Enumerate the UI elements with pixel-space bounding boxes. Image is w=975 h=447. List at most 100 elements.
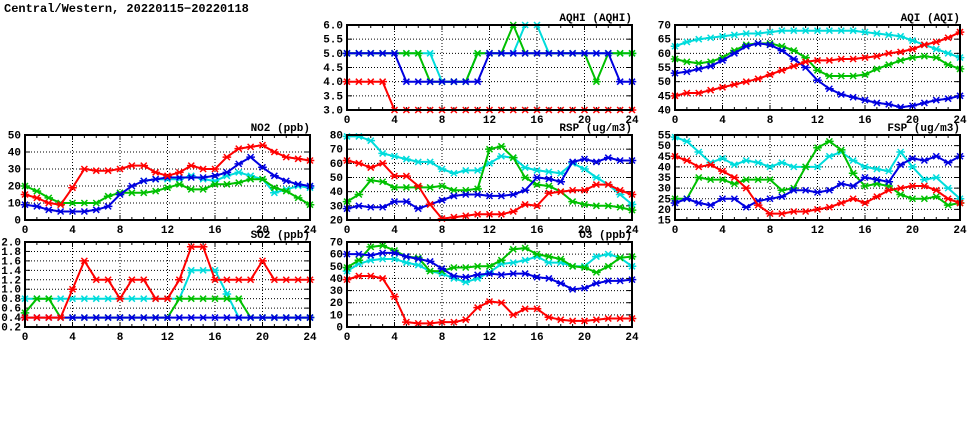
x-tick-label: 16 (530, 225, 543, 237)
y-tick-label: 35 (658, 173, 672, 185)
series-green (670, 39, 965, 80)
chart-canvas-aqi: 0 4 8 12 16 20 24 40 45 50 55 60 65 70 AQI (AQI) (658, 13, 967, 127)
y-tick-label: 50 (658, 141, 671, 153)
y-tick-label: 1.6 (1, 256, 21, 268)
y-tick-label: 4.5 (323, 63, 343, 75)
x-axis-labels: 0 4 8 12 16 20 24 (344, 225, 639, 237)
y-tick-label: 20 (330, 216, 343, 228)
series-red (670, 152, 965, 218)
chart-rsp: 0 4 8 12 16 20 24 20 30 40 50 60 70 80 RSP (ug/m3) (322, 119, 647, 241)
x-tick-label: 0 (22, 225, 29, 237)
x-tick-label: 4 (719, 225, 726, 237)
gridlines (347, 135, 632, 220)
y-tick-label: 30 (330, 286, 343, 298)
series-green (342, 142, 637, 214)
x-tick-label: 16 (530, 332, 543, 344)
x-tick-label: 24 (953, 225, 967, 237)
chart-title: FSP (ug/m3) (887, 123, 960, 135)
x-tick-label: 20 (256, 225, 269, 237)
y-axis-labels: 40 45 50 55 60 65 70 (658, 21, 672, 118)
y-tick-label: 6.0 (323, 21, 343, 33)
y-tick-label: 1.2 (1, 275, 21, 287)
series-blue-markers (670, 39, 965, 111)
y-tick-label: 1.4 (1, 266, 21, 278)
x-tick-label: 8 (767, 115, 774, 127)
x-tick-label: 0 (344, 332, 351, 344)
y-tick-label: 30 (330, 201, 343, 213)
x-tick-label: 8 (439, 225, 446, 237)
y-tick-label: 55 (658, 63, 672, 75)
y-tick-label: 40 (8, 148, 21, 160)
y-axis-labels: 20 30 40 50 60 70 80 (330, 131, 343, 228)
x-tick-label: 24 (625, 332, 639, 344)
plot-border (674, 134, 961, 221)
chart-canvas-so2: 0 4 8 12 16 20 24 0.20.40.60.81.01.21.41.61.82.… (1, 230, 317, 344)
y-tick-label: 20 (658, 205, 671, 217)
x-tick-label: 24 (303, 225, 317, 237)
x-tick-label: 16 (858, 115, 871, 127)
y-tick-label: 10 (8, 199, 21, 211)
y-tick-label: 25 (658, 194, 672, 206)
gridlines (347, 242, 632, 327)
plot-border (24, 134, 311, 221)
y-tick-label: 45 (658, 152, 672, 164)
y-tick-label: 50 (330, 173, 343, 185)
y-tick-label: 0.8 (1, 294, 21, 306)
x-tick-label: 12 (161, 225, 174, 237)
x-tick-label: 12 (811, 115, 824, 127)
chart-title: AQI (AQI) (901, 13, 960, 25)
y-tick-label: 30 (658, 184, 671, 196)
x-tick-label: 4 (719, 115, 726, 127)
y-tick-label: 0.2 (1, 323, 21, 335)
y-tick-label: 80 (330, 131, 343, 143)
y-tick-label: 1.0 (1, 285, 21, 297)
series-blue (342, 49, 637, 86)
x-tick-label: 4 (391, 332, 398, 344)
plot-border (674, 24, 961, 111)
chart-canvas-rsp: 0 4 8 12 16 20 24 20 30 40 50 60 70 80 RSP (ug/m3) (330, 123, 639, 237)
y-tick-label: 0 (14, 216, 21, 228)
y-tick-label: 50 (658, 77, 671, 89)
y-tick-label: 55 (658, 131, 672, 143)
x-tick-label: 0 (22, 332, 29, 344)
plot-border (346, 241, 633, 328)
y-tick-label: 40 (658, 162, 671, 174)
y-tick-label: 0.6 (1, 304, 21, 316)
y-tick-label: 50 (8, 131, 21, 143)
x-tick-label: 16 (530, 115, 543, 127)
y-tick-label: 70 (658, 21, 671, 33)
y-tick-label: 0 (336, 323, 343, 335)
page-title: Central/Western, 20220115−20220118 (4, 2, 249, 16)
chart-title: SO2 (ppb) (251, 230, 310, 242)
x-tick-label: 20 (906, 115, 919, 127)
y-tick-label: 3.5 (323, 91, 343, 103)
chart-so2: 0 4 8 12 16 20 24 0.2 0.4 0.6 0.8 1.0 1.2 1.4 1.6 1.8 2.… (0, 226, 325, 348)
y-tick-label: 15 (658, 216, 672, 228)
y-tick-label: 10 (330, 310, 343, 322)
y-tick-label: 4.0 (323, 77, 343, 89)
x-tick-label: 12 (483, 332, 496, 344)
x-tick-label: 8 (767, 225, 774, 237)
series-cyan-line (346, 253, 633, 284)
x-tick-label: 20 (578, 332, 591, 344)
chart-title: O3 (ppb) (579, 230, 632, 242)
x-tick-label: 24 (625, 115, 639, 127)
x-tick-label: 8 (117, 332, 124, 344)
x-tick-label: 24 (953, 115, 967, 127)
x-axis-labels: 0 4 8 12 16 20 24 (344, 332, 639, 344)
x-tick-label: 8 (117, 225, 124, 237)
y-tick-label: 70 (330, 238, 343, 250)
x-tick-label: 16 (208, 332, 221, 344)
x-tick-label: 4 (69, 332, 76, 344)
chart-canvas-no2: 0 4 8 12 16 20 24 0 10 20 30 40 50 NO2 (ppb) (8, 123, 317, 237)
chart-no2: 0 4 8 12 16 20 24 0 10 20 30 40 50 NO2 (ppb) (0, 119, 325, 241)
x-axis-labels: 0 4 8 12 16 20 24 (22, 332, 317, 344)
gridlines (675, 25, 960, 110)
chart-title: RSP (ug/m3) (559, 123, 632, 135)
plot-border (346, 134, 633, 221)
